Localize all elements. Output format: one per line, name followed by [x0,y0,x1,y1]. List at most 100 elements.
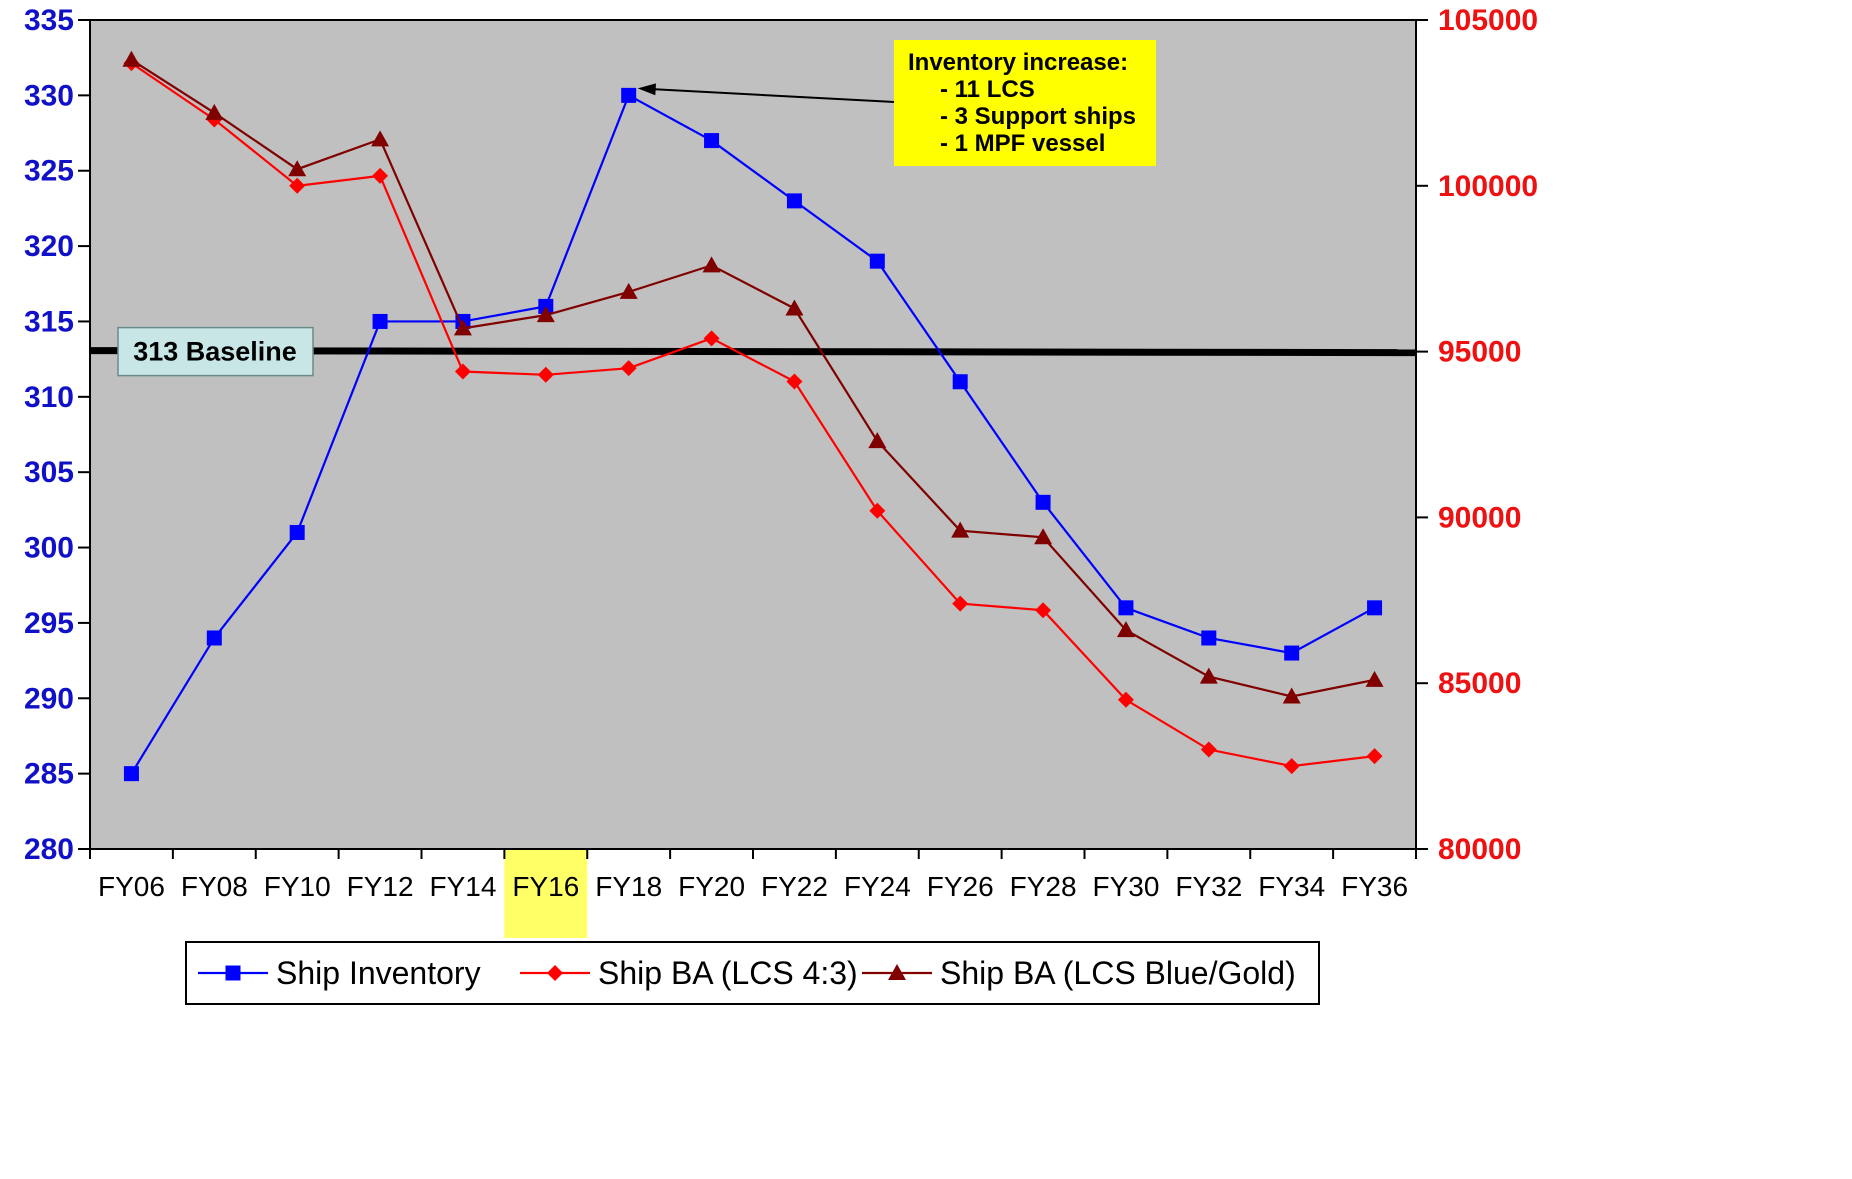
y-left-tick-label: 285 [24,758,74,791]
annotation-line: - 11 LCS [940,76,1035,103]
data-point-square [206,630,222,646]
annotation-line: - 3 Support ships [940,103,1136,130]
data-point-diamond [454,363,471,380]
data-point-triangle [536,306,555,323]
x-tick-label: FY30 [1092,871,1159,902]
y-left-tick-label: 315 [24,305,74,338]
x-tick-label: FY36 [1341,871,1408,902]
data-point-square [1035,494,1051,510]
data-point-diamond [1117,691,1134,708]
y-left-tick-label: 305 [24,456,74,489]
y-right-tick-label: 85000 [1438,667,1521,700]
x-tick-label: FY10 [264,871,331,902]
data-point-triangle [205,103,224,120]
x-tick-label: FY32 [1175,871,1242,902]
data-point-square [1284,645,1300,661]
data-point-triangle [888,964,906,980]
y-right-tick-label: 90000 [1438,501,1521,534]
y-left-tick-label: 290 [24,682,74,715]
legend-label: Ship Inventory [276,955,481,991]
data-point-triangle [1365,670,1384,687]
x-tick-label: FY34 [1258,871,1325,902]
x-tick-label: FY18 [595,871,662,902]
data-point-diamond [537,366,554,383]
axes: 280 285 290 295 300 305 310 315 320 325 330 335 8000… [24,4,1538,902]
data-point-triangle [122,50,141,67]
x-tick-label: FY28 [1010,871,1077,902]
plot-area [89,19,1417,850]
y-left-tick-label: 295 [24,607,74,640]
data-point-diamond [786,373,803,390]
data-point-square [289,524,305,540]
annotation-line: - 1 MPF vessel [940,130,1105,157]
data-point-triangle [1116,621,1135,638]
x-tick-label: FY22 [761,871,828,902]
data-point-triangle [1282,687,1301,704]
x-tick-label: FY06 [98,871,165,902]
x-tick-label: FY08 [181,871,248,902]
y-left-tick-label: 335 [24,4,74,37]
x-tick-label: FY16 [512,871,579,902]
data-point-square [225,965,241,981]
data-point-triangle [868,432,887,449]
data-point-diamond [869,502,886,519]
data-point-square [1201,630,1217,646]
annotation-arrowhead [637,83,656,96]
y-left-tick-label: 330 [24,79,74,112]
data-point-triangle [288,160,307,177]
data-point-square [1118,600,1134,616]
data-point-diamond [289,177,306,194]
data-point-diamond [1200,741,1217,758]
y-right-tick-label: 95000 [1438,336,1521,369]
data-point-square [952,374,968,390]
baseline: 313 Baseline [89,326,1417,377]
data-point-diamond [952,595,969,612]
data-point-triangle [453,319,472,336]
x-tick-label: FY20 [678,871,745,902]
data-point-diamond [1035,602,1052,619]
annotation-line: Inventory increase: [908,49,1128,76]
series-group [122,50,1384,782]
annotation-box [894,40,1156,166]
series-line [130,58,1375,698]
y-left-tick-label: 280 [24,833,74,866]
data-point-diamond [1283,758,1300,775]
data-point-square [704,133,720,149]
series-line [130,62,1375,768]
y-left-tick-label: 320 [24,230,74,263]
data-point-square [786,193,802,209]
data-point-diamond [547,965,563,981]
data-point-diamond [1366,748,1383,765]
y-right-tick-label: 80000 [1438,833,1521,866]
data-point-square [123,766,139,782]
data-point-diamond [620,360,637,377]
series-1 [123,87,1383,782]
annotation: Inventory increase: - 11 LCS - 3 Support… [637,40,1156,166]
legend: Ship Inventory Ship BA (LCS 4:3) Ship BA (… [185,941,1320,1005]
series-3 [122,50,1384,704]
data-point-triangle [702,256,721,273]
annotation-arrow [647,87,895,103]
data-point-square [1367,600,1383,616]
data-point-diamond [703,330,720,347]
data-point-square [869,253,885,269]
data-point-triangle [785,299,804,316]
y-left-tick-label: 300 [24,532,74,565]
legend-label: Ship BA (LCS Blue/Gold) [940,955,1296,991]
baseline-label: 313 Baseline [133,337,297,367]
x-tick-label: FY14 [429,871,496,902]
data-point-square [621,87,637,103]
data-point-triangle [1034,528,1053,545]
baseline-label-box [117,326,314,377]
x-tick-label: FY24 [844,871,911,902]
data-point-square [372,313,388,329]
y-right-tick-label: 100000 [1438,170,1538,203]
y-left-tick-label: 310 [24,381,74,414]
data-point-triangle [619,282,638,299]
series-line [130,93,1376,775]
y-right-tick-label: 105000 [1438,4,1538,37]
x-tick-label: FY26 [927,871,994,902]
x-tick-label: FY12 [347,871,414,902]
y-left-tick-label: 325 [24,155,74,188]
